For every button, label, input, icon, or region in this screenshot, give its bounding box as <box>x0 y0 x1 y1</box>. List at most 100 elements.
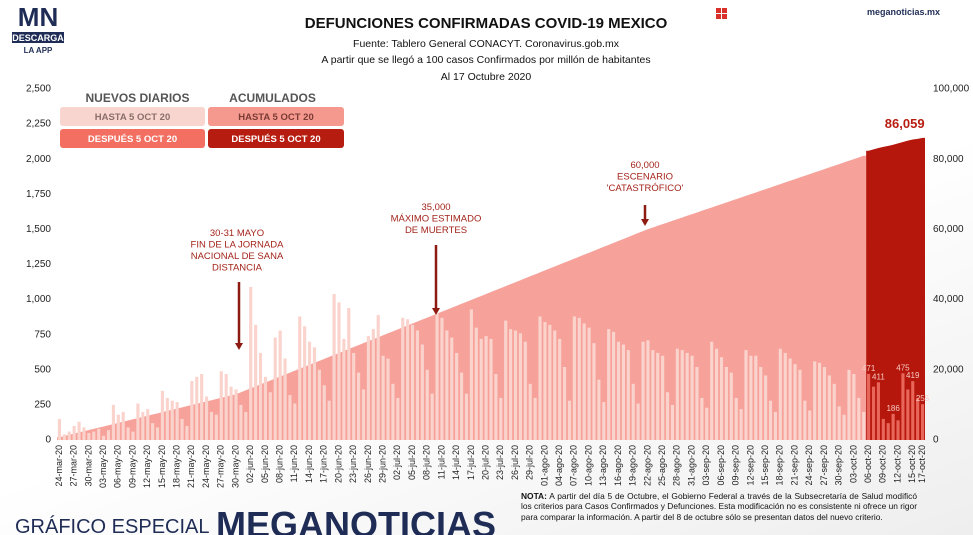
annotation-arrowhead <box>432 308 440 315</box>
x-tick: 24-sep-20 <box>804 445 814 486</box>
daily-bar <box>386 358 390 440</box>
daily-bar <box>175 402 179 440</box>
daily-bar <box>616 341 621 440</box>
y2-tick-label: 20,000 <box>933 364 964 375</box>
x-tick-label: 23-jun-20 <box>348 445 358 483</box>
daily-bar <box>754 355 758 440</box>
x-tick-label: 08-jun-20 <box>275 445 285 483</box>
logo: MN <box>18 2 58 32</box>
daily-bar <box>562 366 567 440</box>
daily-bar <box>700 397 704 440</box>
daily-bar <box>106 430 111 440</box>
note-label: NOTA: <box>521 491 547 501</box>
daily-bar <box>773 411 777 440</box>
daily-bar <box>239 404 243 440</box>
legend-swatch <box>208 129 344 148</box>
daily-bar <box>808 410 812 440</box>
x-tick-label: 17-oct-20 <box>917 445 927 483</box>
daily-bar <box>180 418 184 440</box>
x-tick: 07-ago-20 <box>569 445 579 486</box>
daily-bar <box>77 421 81 440</box>
x-tick: 03-oct-20 <box>848 445 858 483</box>
daily-bar <box>170 400 174 440</box>
x-tick: 17-jul-20 <box>466 445 476 480</box>
x-tick: 30-mar-20 <box>83 445 93 487</box>
daily-bar <box>254 324 258 440</box>
x-tick-label: 03-oct-20 <box>848 445 858 483</box>
legend-swatch <box>60 107 205 126</box>
daily-bar <box>376 315 380 440</box>
x-tick-label: 17-jun-20 <box>319 445 329 483</box>
legend-group: NUEVOS DIARIOS <box>85 91 189 105</box>
daily-bar <box>690 355 694 440</box>
daily-bar <box>847 369 851 440</box>
daily-bar <box>558 338 562 440</box>
x-tick: 06-sep-20 <box>716 445 726 486</box>
annotation: 'CATASTRÓFICO' <box>607 183 684 194</box>
daily-bar <box>499 397 503 440</box>
x-tick: 06-oct-20 <box>863 445 873 483</box>
x-tick: 27-mar-20 <box>69 445 79 487</box>
daily-bar <box>577 317 581 440</box>
daily-bar <box>229 386 233 440</box>
daily-bar <box>312 347 317 440</box>
x-tick: 02-jun-20 <box>245 445 255 483</box>
x-tick: 02-jul-20 <box>392 445 402 480</box>
value-label: 186 <box>886 404 900 413</box>
x-tick: 09-may-20 <box>127 445 137 488</box>
x-tick-label: 24-mar-20 <box>54 445 64 487</box>
daily-bar <box>219 371 223 440</box>
x-tick: 06-may-20 <box>113 445 123 488</box>
daily-bar <box>886 423 890 440</box>
y2-tick-label: 60,000 <box>933 224 964 235</box>
daily-bar <box>116 414 120 440</box>
x-tick-label: 22-ago-20 <box>642 445 652 486</box>
x-tick-label: 12-sep-20 <box>745 445 755 486</box>
daily-bar <box>410 324 415 440</box>
daily-bar <box>548 324 552 440</box>
x-tick-label: 02-jun-20 <box>245 445 255 483</box>
daily-bar <box>876 382 880 440</box>
x-tick-label: 24-sep-20 <box>804 445 814 486</box>
legend-label: HASTA 5 OCT 20 <box>95 112 171 123</box>
x-tick-label: 24-may-20 <box>201 445 211 488</box>
x-tick-label: 23-jul-20 <box>495 445 505 480</box>
daily-bar <box>813 361 817 440</box>
footer-brand: MEGANOTICIAS <box>216 504 496 535</box>
daily-bar <box>474 327 478 440</box>
daily-bar <box>739 409 743 440</box>
daily-bar <box>822 366 827 440</box>
legend-swatch <box>208 107 344 126</box>
daily-bar <box>862 411 866 440</box>
daily-bar <box>160 390 165 440</box>
x-tick: 13-ago-20 <box>598 445 608 486</box>
x-tick: 21-may-20 <box>186 445 196 488</box>
daily-bar <box>602 402 606 440</box>
cumulative-area <box>866 137 925 440</box>
x-tick-label: 25-ago-20 <box>657 445 667 486</box>
x-tick-label: 12-may-20 <box>142 445 152 488</box>
x-tick: 05-jun-20 <box>260 445 270 483</box>
daily-bar <box>621 344 625 440</box>
x-tick-label: 04-ago-20 <box>554 445 564 486</box>
x-tick-label: 06-may-20 <box>113 445 123 488</box>
x-tick-label: 16-ago-20 <box>613 445 623 486</box>
x-tick-label: 06-oct-20 <box>863 445 873 483</box>
daily-bar <box>249 286 253 440</box>
x-tick: 01-ago-20 <box>539 445 549 486</box>
daily-bar <box>87 432 91 440</box>
daily-bar <box>837 406 841 440</box>
daily-bar <box>303 326 307 440</box>
daily-bar <box>209 411 214 440</box>
annotation: 35,000 <box>421 202 450 213</box>
daily-bar <box>460 372 464 440</box>
daily-bar <box>631 383 635 440</box>
daily-bar <box>298 316 302 440</box>
daily-bar <box>273 337 277 440</box>
x-tick-label: 09-oct-20 <box>878 445 888 483</box>
daily-bar <box>778 348 782 440</box>
daily-bar <box>396 397 400 440</box>
daily-bar <box>916 397 920 440</box>
daily-bar <box>518 333 522 440</box>
